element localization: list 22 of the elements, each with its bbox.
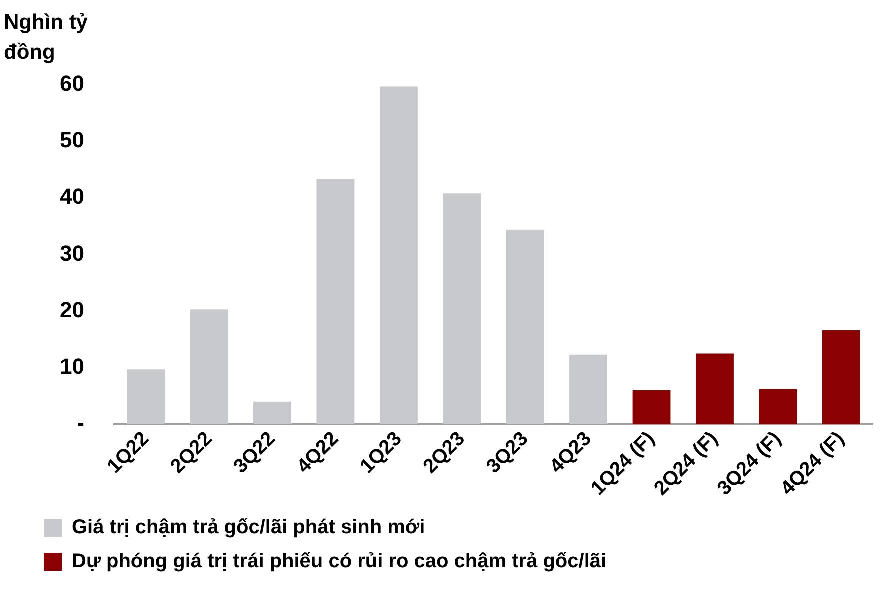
- bar: [822, 330, 860, 424]
- bar: [380, 86, 418, 424]
- y-tick-label: 20: [60, 297, 84, 322]
- bar: [632, 390, 671, 424]
- y-tick-label: 60: [60, 71, 84, 96]
- bar: [759, 389, 798, 424]
- legend-label: Giá trị chậm trả gốc/lãi phát sinh mới: [72, 516, 426, 539]
- y-tick-label: 10: [60, 354, 84, 379]
- bar: [506, 230, 544, 424]
- y-tick-label: 50: [60, 128, 84, 153]
- bar: [570, 354, 608, 424]
- y-axis-title: Nghìn tỷ đồng: [4, 10, 89, 66]
- legend-label: Dự phóng giá trị trái phiếu có rủi ro cao chậm trả gốc/lãi: [72, 550, 607, 573]
- bar: [316, 179, 355, 424]
- bar: [443, 194, 482, 424]
- bar: [127, 370, 166, 424]
- y-tick-label: -: [77, 410, 84, 436]
- bar: [254, 402, 292, 424]
- bar: [696, 354, 734, 424]
- y-tick-label: 40: [60, 184, 84, 210]
- y-tick-label: 30: [60, 240, 84, 266]
- bar: [190, 310, 228, 424]
